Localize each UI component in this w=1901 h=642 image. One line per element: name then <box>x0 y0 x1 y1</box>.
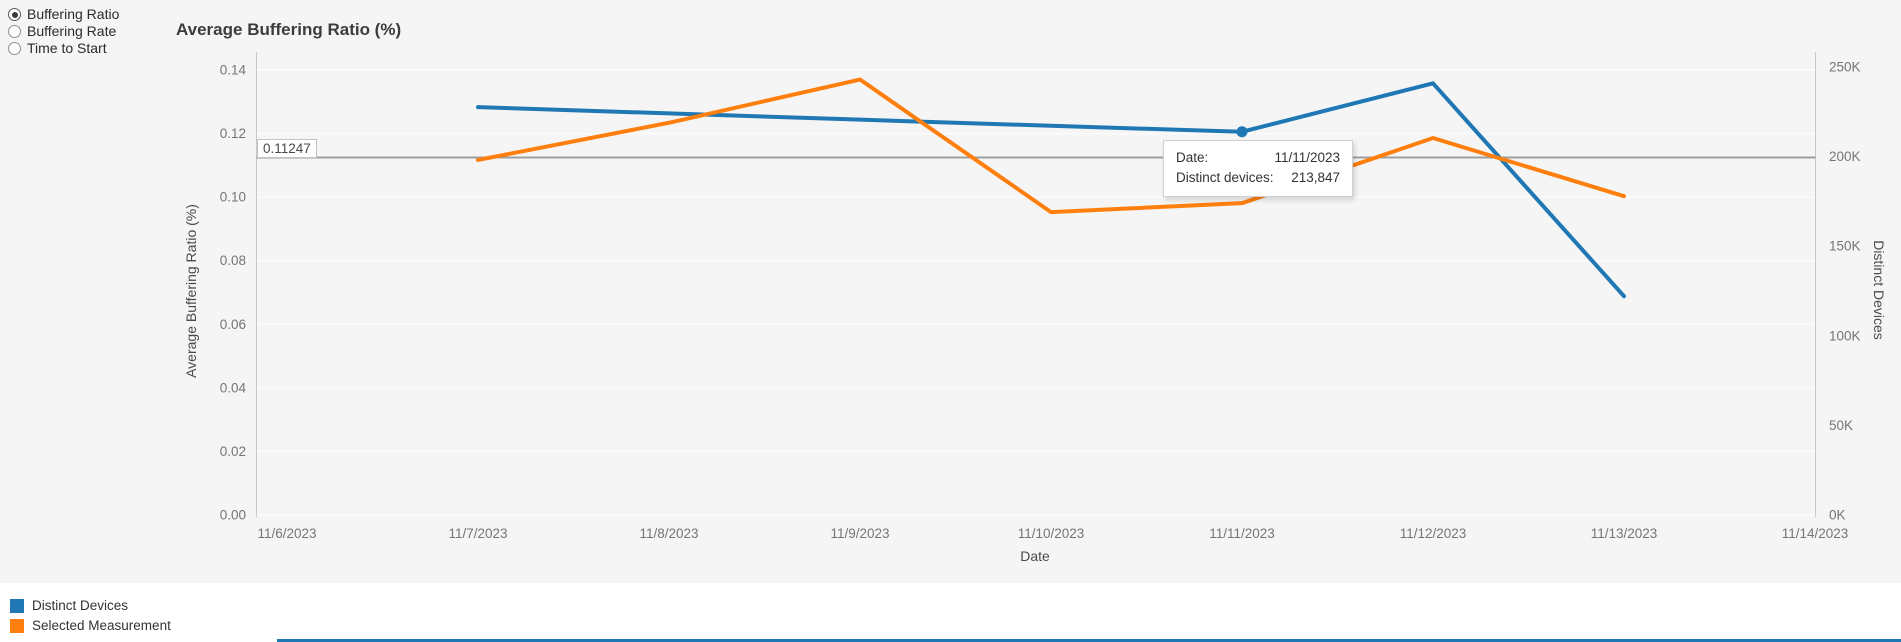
chart-tooltip: Date: 11/11/2023 Distinct devices: 213,8… <box>1163 140 1353 197</box>
legend-label: Distinct Devices <box>32 598 129 613</box>
legend-label: Selected Measurement <box>32 618 171 633</box>
chart-legend: Distinct Devices Selected Measurement <box>10 597 171 637</box>
tooltip-devices-label: Distinct devices: <box>1176 170 1274 185</box>
x-axis-tick: 11/12/2023 <box>1400 526 1467 541</box>
orange-swatch-icon <box>10 618 24 633</box>
tooltip-devices-value: 213,847 <box>1291 170 1340 185</box>
x-axis-tick: 11/8/2023 <box>639 526 698 541</box>
right-axis-tick: 200K <box>1829 149 1861 164</box>
radio-buffering-rate[interactable]: Buffering Rate <box>8 23 119 40</box>
right-axis-tick: 250K <box>1829 60 1861 75</box>
radio-selected-icon <box>8 8 21 21</box>
hovered-point-marker[interactable] <box>1236 126 1248 138</box>
radio-unselected-icon <box>8 25 21 38</box>
x-axis-tick: 11/6/2023 <box>257 526 316 541</box>
x-axis-tick: 11/10/2023 <box>1018 526 1085 541</box>
right-axis-tick: 50K <box>1829 418 1853 433</box>
x-axis-tick: 11/13/2023 <box>1591 526 1658 541</box>
radio-label: Time to Start <box>27 40 107 56</box>
right-axis-title: Distinct Devices <box>1871 240 1887 340</box>
line-chart[interactable]: 0.00 0.02 0.04 0.06 0.08 0.10 0.12 0.14 0K 50K 100… <box>0 0 1901 583</box>
left-axis-tick: 0.06 <box>220 317 246 332</box>
left-axis-title: Average Buffering Ratio (%) <box>183 204 199 378</box>
right-axis-tick: 150K <box>1829 239 1861 254</box>
measurement-radio-group: Buffering Ratio Buffering Rate Time to S… <box>8 6 119 57</box>
x-axis-tick: 11/7/2023 <box>448 526 507 541</box>
radio-buffering-ratio[interactable]: Buffering Ratio <box>8 6 119 23</box>
blue-swatch-icon <box>10 598 24 613</box>
tooltip-date-label: Date: <box>1176 150 1209 165</box>
left-axis-tick: 0.02 <box>220 444 246 459</box>
radio-time-to-start[interactable]: Time to Start <box>8 40 119 57</box>
left-axis-tick: 0.04 <box>220 380 247 395</box>
radio-label: Buffering Rate <box>27 23 117 39</box>
next-chart-edge <box>277 639 1901 642</box>
series-distinct-devices[interactable] <box>476 81 1626 299</box>
left-axis-tick: 0.00 <box>220 508 246 523</box>
reference-line-label: 0.11247 <box>257 139 317 158</box>
x-axis-tick: 11/11/2023 <box>1209 526 1275 541</box>
legend-item-distinct-devices[interactable]: Distinct Devices <box>10 597 171 614</box>
left-axis-tick: 0.08 <box>220 253 246 268</box>
chart-panel: Buffering Ratio Buffering Rate Time to S… <box>0 0 1901 583</box>
left-axis-tick: 0.10 <box>220 190 246 205</box>
left-axis-tick: 0.12 <box>220 126 246 141</box>
left-axis-tick: 0.14 <box>220 63 247 78</box>
x-axis-tick: 11/14/2023 <box>1782 526 1849 541</box>
radio-label: Buffering Ratio <box>27 6 120 22</box>
tooltip-date-value: 11/11/2023 <box>1274 150 1340 165</box>
right-axis-tick: 100K <box>1829 328 1861 343</box>
x-axis-tick: 11/9/2023 <box>830 526 889 541</box>
radio-unselected-icon <box>8 42 21 55</box>
chart-title: Average Buffering Ratio (%) <box>176 20 402 39</box>
right-axis-tick: 0K <box>1829 508 1846 523</box>
series-selected-measurement[interactable] <box>476 77 1626 215</box>
legend-item-selected-measurement[interactable]: Selected Measurement <box>10 617 171 634</box>
x-axis-title: Date <box>1020 548 1050 564</box>
